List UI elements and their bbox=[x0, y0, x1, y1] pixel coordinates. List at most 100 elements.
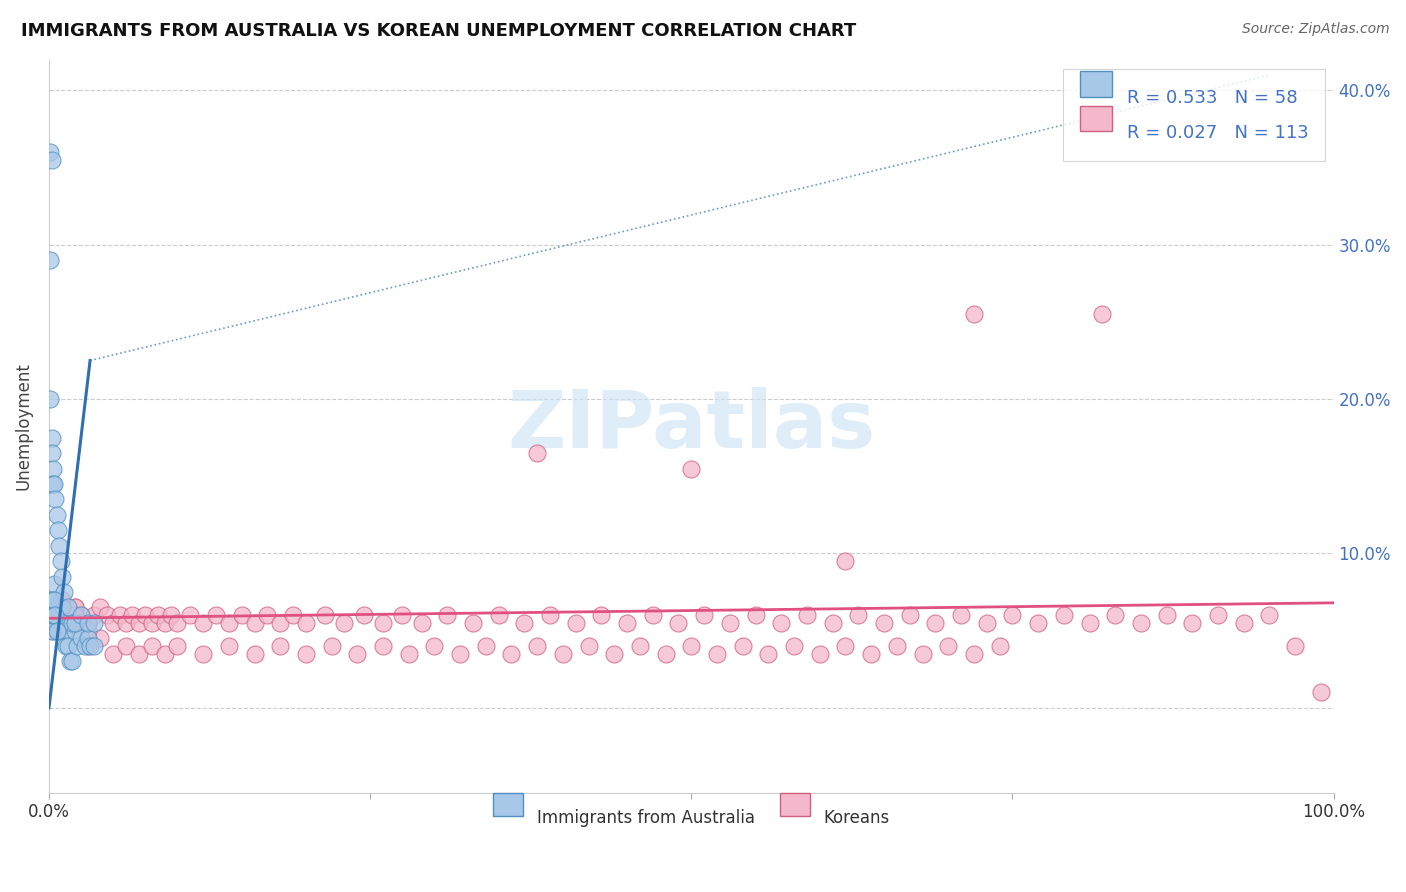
Point bbox=[42, 592, 65, 607]
Point bbox=[79, 639, 101, 653]
Point bbox=[103, 615, 125, 630]
Point bbox=[39, 253, 62, 268]
Point bbox=[128, 647, 150, 661]
Point bbox=[461, 615, 484, 630]
Point bbox=[205, 608, 228, 623]
Point bbox=[898, 608, 921, 623]
Point bbox=[103, 647, 125, 661]
Point bbox=[49, 554, 72, 568]
Point bbox=[654, 647, 676, 661]
Point bbox=[628, 639, 651, 653]
Point bbox=[1181, 615, 1204, 630]
Point bbox=[371, 615, 394, 630]
Point bbox=[616, 615, 638, 630]
Point bbox=[834, 639, 856, 653]
Point bbox=[45, 508, 67, 522]
Point bbox=[1078, 615, 1101, 630]
Point bbox=[474, 639, 496, 653]
Point bbox=[121, 608, 143, 623]
Point bbox=[44, 615, 66, 630]
Point bbox=[346, 647, 368, 661]
Point bbox=[1053, 608, 1076, 623]
Point bbox=[166, 639, 188, 653]
Point bbox=[846, 608, 869, 623]
Point bbox=[834, 554, 856, 568]
Point bbox=[42, 477, 65, 491]
Point bbox=[42, 608, 65, 623]
Point bbox=[449, 647, 471, 661]
Point bbox=[41, 446, 63, 460]
Point bbox=[808, 647, 831, 661]
Point bbox=[1156, 608, 1178, 623]
Point bbox=[924, 615, 946, 630]
Point bbox=[526, 446, 548, 460]
Point bbox=[963, 307, 986, 321]
Point bbox=[873, 615, 896, 630]
Point bbox=[551, 647, 574, 661]
Point bbox=[243, 647, 266, 661]
Point bbox=[538, 608, 561, 623]
Point bbox=[73, 639, 96, 653]
Point bbox=[718, 615, 741, 630]
Point bbox=[58, 600, 80, 615]
Point bbox=[45, 600, 67, 615]
Point bbox=[179, 608, 201, 623]
Point bbox=[668, 615, 690, 630]
Point bbox=[53, 624, 76, 638]
Point bbox=[41, 608, 63, 623]
Point bbox=[269, 615, 291, 630]
Point bbox=[423, 639, 446, 653]
Point bbox=[886, 639, 908, 653]
Point bbox=[51, 608, 73, 623]
Point bbox=[1026, 615, 1049, 630]
Point bbox=[44, 600, 66, 615]
Point bbox=[371, 639, 394, 653]
Point bbox=[55, 639, 77, 653]
Point bbox=[48, 600, 70, 615]
Point bbox=[39, 608, 62, 623]
Point bbox=[295, 615, 318, 630]
Point bbox=[51, 600, 73, 615]
Point bbox=[46, 624, 69, 638]
Point bbox=[911, 647, 934, 661]
Point bbox=[60, 615, 83, 630]
Point bbox=[66, 639, 89, 653]
Point bbox=[141, 639, 163, 653]
Point bbox=[76, 615, 98, 630]
Point bbox=[108, 608, 131, 623]
Point bbox=[731, 639, 754, 653]
Point bbox=[950, 608, 973, 623]
Point bbox=[411, 615, 433, 630]
Point bbox=[218, 639, 240, 653]
Point bbox=[770, 615, 793, 630]
Point bbox=[526, 639, 548, 653]
Point bbox=[70, 615, 93, 630]
Point bbox=[1233, 615, 1256, 630]
Point bbox=[796, 608, 818, 623]
Point bbox=[1258, 608, 1281, 623]
Point bbox=[578, 639, 600, 653]
Point bbox=[41, 153, 63, 167]
Y-axis label: Unemployment: Unemployment bbox=[15, 362, 32, 490]
Point bbox=[191, 647, 214, 661]
Text: ZIPatlas: ZIPatlas bbox=[508, 387, 876, 465]
Point bbox=[39, 592, 62, 607]
Point bbox=[58, 655, 80, 669]
Point bbox=[42, 615, 65, 630]
Point bbox=[42, 477, 65, 491]
Point bbox=[693, 608, 716, 623]
Point bbox=[391, 608, 413, 623]
Point bbox=[60, 655, 83, 669]
Point bbox=[76, 639, 98, 653]
Point bbox=[63, 624, 86, 638]
Point bbox=[115, 615, 138, 630]
Point bbox=[488, 608, 510, 623]
Point bbox=[936, 639, 959, 653]
Point bbox=[42, 624, 65, 638]
Legend: Immigrants from Australia, Koreans: Immigrants from Australia, Koreans bbox=[486, 798, 896, 836]
Point bbox=[191, 615, 214, 630]
Point bbox=[333, 615, 356, 630]
Point bbox=[41, 624, 63, 638]
Point bbox=[83, 615, 105, 630]
Point bbox=[681, 639, 703, 653]
